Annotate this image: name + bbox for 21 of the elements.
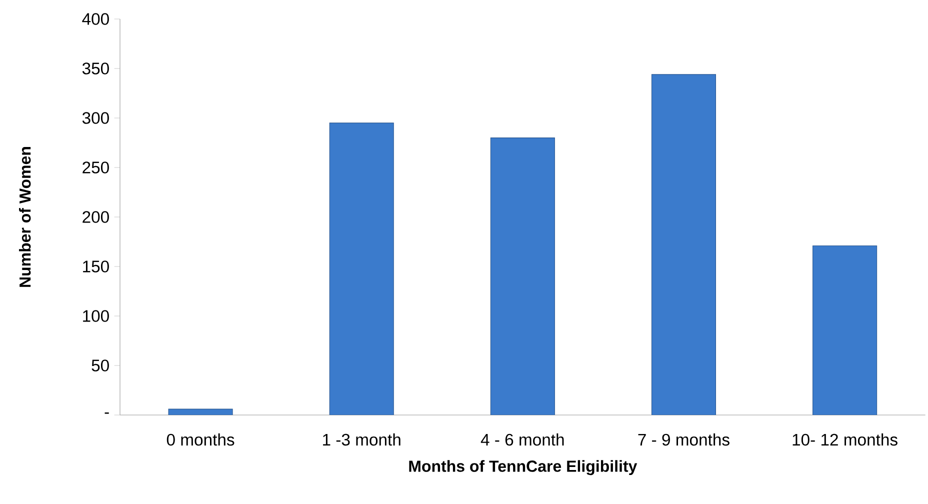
x-tick-label: 0 months [166,433,234,446]
y-tick-label: 350 [82,62,109,74]
y-tick-label: - [104,412,109,414]
y-tick-label: 150 [83,260,109,272]
bar [168,408,233,415]
y-tick-label: 50 [92,360,109,372]
y-tick-label: 100 [83,310,109,322]
x-tick-label: 7 - 9 months [638,433,730,446]
x-axis-title: Months of TennCare Eligibility [409,460,638,476]
bar [329,122,394,415]
y-tick-label: 300 [82,112,109,124]
y-tick-label: 200 [82,211,109,223]
y-tick-label: 250 [82,162,109,174]
y-tick-label: 400 [82,13,109,25]
x-tick-label: 1 -3 month [323,433,400,446]
x-tick-label: 4 - 6 month [480,433,564,446]
bar [490,138,555,415]
x-tick-label: 10- 12 months [792,433,898,446]
y-axis-title: Number of Women [18,147,31,287]
bar [651,74,716,415]
bar [812,245,878,415]
